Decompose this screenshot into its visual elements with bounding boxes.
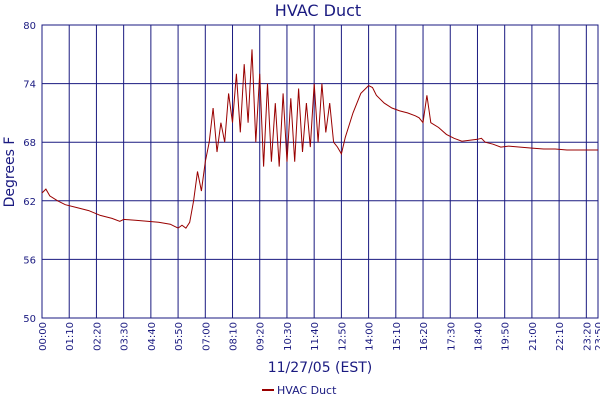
x-tick-label: 22:10 [555, 322, 566, 351]
y-tick-label: 80 [23, 21, 36, 32]
y-tick-label: 62 [23, 197, 36, 208]
x-tick-label: 11:40 [310, 322, 321, 351]
x-tick-label: 01:10 [65, 322, 76, 351]
x-tick-label: 23:20 [582, 322, 593, 351]
x-tick-label: 10:30 [283, 322, 294, 351]
y-axis-label: Degrees F [2, 137, 18, 208]
y-tick-label: 74 [23, 80, 36, 91]
x-axis-label: 11/27/05 (EST) [268, 360, 373, 376]
y-tick-label: 68 [23, 138, 36, 149]
x-tick-label: 21:00 [528, 322, 539, 351]
x-tick-label: 04:40 [147, 322, 158, 351]
chart-title: HVAC Duct [275, 1, 361, 20]
y-tick-label: 50 [23, 314, 36, 325]
x-tick-label: 19:50 [501, 322, 512, 351]
x-tick-label: 14:00 [365, 322, 376, 351]
x-tick-label: 00:00 [38, 322, 49, 351]
x-tick-label: 09:20 [256, 322, 267, 351]
plot-area [41, 24, 599, 319]
x-tick-label: 03:30 [120, 322, 131, 351]
x-tick-label: 18:40 [473, 322, 484, 351]
x-tick-label: 07:00 [201, 322, 212, 351]
x-tick-label: 23:50 [594, 322, 600, 351]
x-tick-label: 05:50 [174, 322, 185, 351]
x-tick-label: 16:20 [419, 322, 430, 351]
x-tick-label: 02:20 [92, 322, 103, 351]
x-tick-label: 12:50 [337, 322, 348, 351]
data-line [41, 49, 598, 229]
legend-label: HVAC Duct [277, 384, 337, 397]
x-tick-label: 15:10 [392, 322, 403, 351]
y-tick-label: 56 [23, 255, 36, 266]
x-tick-label: 17:30 [446, 322, 457, 351]
x-tick-label: 08:10 [229, 322, 240, 351]
